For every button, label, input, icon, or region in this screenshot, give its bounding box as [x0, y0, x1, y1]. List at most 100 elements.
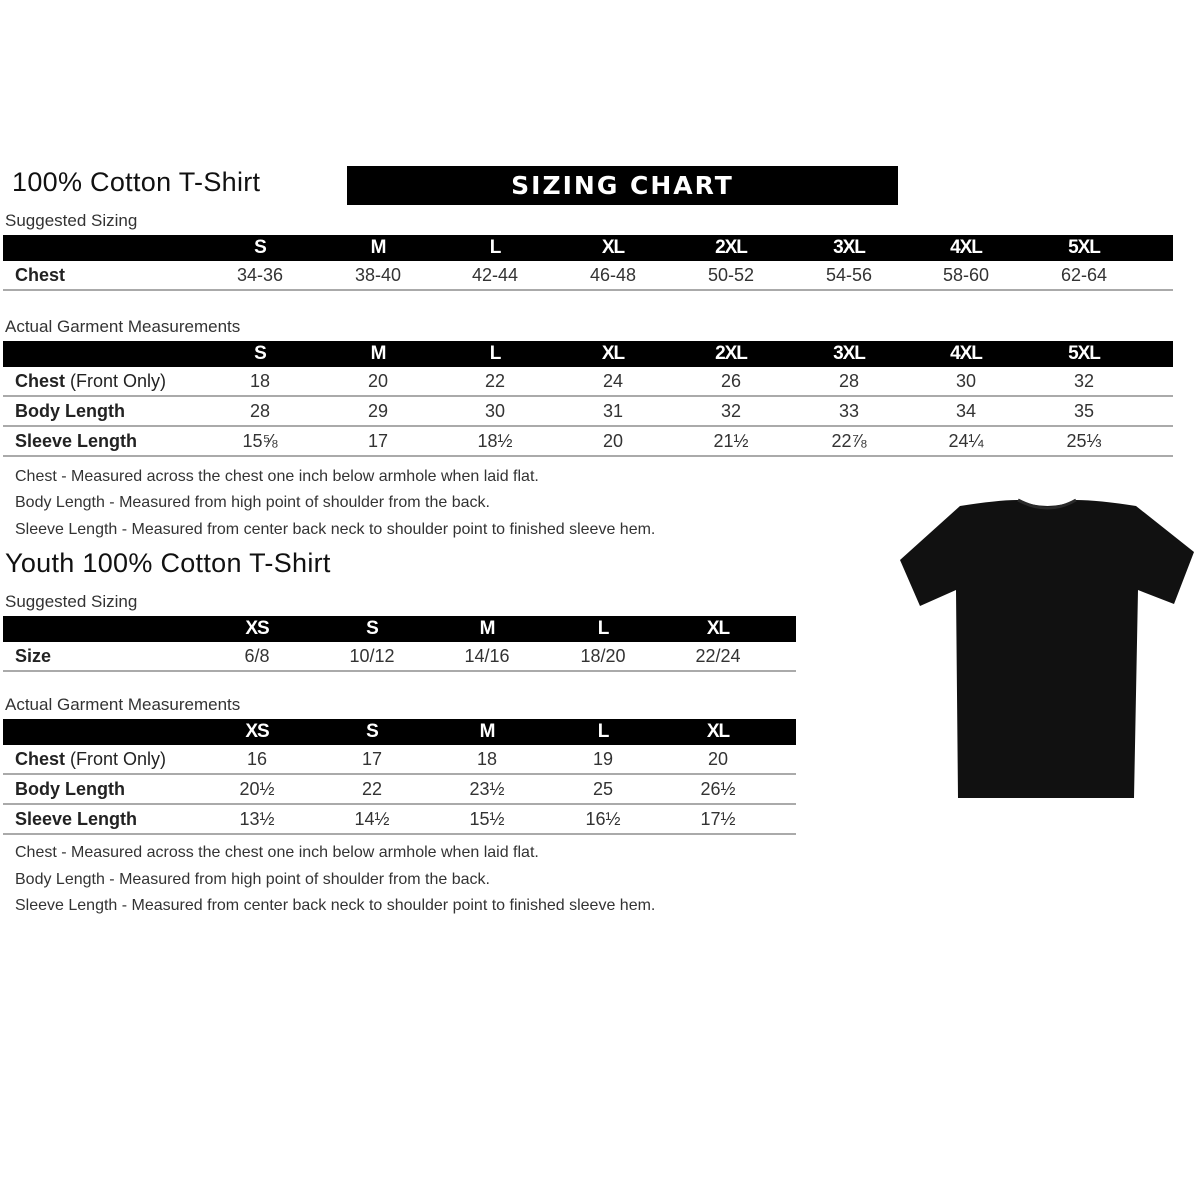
table-cell: 18½	[477, 431, 513, 451]
row-label-text: Chest	[15, 265, 66, 285]
table-cell: 50-52	[707, 265, 755, 285]
table-row: Body Length 20½ 22 23½ 25 26½	[3, 775, 796, 805]
adult-title: 100% Cotton T-Shirt	[12, 167, 261, 197]
table-cell: 42-44	[471, 265, 519, 285]
table-row: Chest 34-36 38-40 42-44 46-48 50-52 54-56 58-60…	[3, 261, 1173, 291]
table-cell: 28	[249, 401, 271, 421]
size-header: XS	[245, 618, 269, 639]
size-header: S	[366, 618, 379, 639]
row-label-text: Sleeve Length	[15, 809, 138, 829]
row-label: Sleeve Length	[15, 805, 137, 833]
black-tshirt-icon	[900, 498, 1194, 798]
table-cell: 22⅞	[831, 431, 867, 451]
table-cell: 20	[707, 749, 729, 769]
youth-suggested-table: XS S M L XL Size 6/8 10/12 14/16 18/20 22/24	[3, 616, 796, 672]
table-cell: 15½	[469, 809, 505, 829]
table-cell: 62-64	[1060, 265, 1108, 285]
table-cell: 17½	[700, 809, 736, 829]
table-cell: 34	[955, 401, 977, 421]
youth-title: Youth 100% Cotton T-Shirt	[5, 548, 331, 578]
table-cell: 32	[1073, 371, 1095, 391]
row-label-extra: (Front Only)	[65, 749, 167, 769]
table-cell: 15⅝	[242, 431, 278, 451]
table-cell: 6/8	[244, 646, 270, 666]
size-header: 3XL	[833, 343, 866, 364]
table-cell: 17	[367, 431, 389, 451]
size-header: 2XL	[715, 343, 748, 364]
row-label-text: Size	[15, 646, 52, 666]
size-header: 4XL	[950, 343, 983, 364]
table-cell: 30	[955, 371, 977, 391]
youth-suggested-label: Suggested Sizing	[5, 592, 138, 611]
size-header: L	[597, 721, 610, 742]
size-header: 4XL	[950, 237, 983, 258]
adult-actual-table: S M L XL 2XL 3XL 4XL 5XL Chest (Front Only) 18 20 2…	[3, 341, 1173, 457]
size-header: 3XL	[833, 237, 866, 258]
size-header: XL	[706, 618, 730, 639]
table-cell: 34-36	[236, 265, 284, 285]
row-label: Size	[15, 642, 51, 670]
table-cell: 25	[592, 779, 614, 799]
table-cell: 18	[476, 749, 498, 769]
table-row: Chest (Front Only) 16 17 18 19 20	[3, 745, 796, 775]
table-row: Sleeve Length 13½ 14½ 15½ 16½ 17½	[3, 805, 796, 835]
size-header-bar: XS S M L XL	[3, 719, 796, 745]
table-cell: 24¼	[948, 431, 984, 451]
adult-actual-label: Actual Garment Measurements	[5, 317, 241, 336]
table-row: Sleeve Length 15⅝ 17 18½ 20 21½ 22⅞ 24¼ 25⅓	[3, 427, 1173, 457]
size-header: XL	[706, 721, 730, 742]
row-label: Body Length	[15, 397, 125, 425]
size-header-bar: XS S M L XL	[3, 616, 796, 642]
size-header-bar: S M L XL 2XL 3XL 4XL 5XL	[3, 235, 1173, 261]
table-row: Size 6/8 10/12 14/16 18/20 22/24	[3, 642, 796, 672]
size-header-bar: S M L XL 2XL 3XL 4XL 5XL	[3, 341, 1173, 367]
table-cell: 14½	[354, 809, 390, 829]
adult-suggested-label: Suggested Sizing	[5, 211, 138, 230]
size-header: M	[479, 721, 496, 742]
youth-note: Body Length - Measured from high point o…	[15, 871, 490, 888]
table-row: Chest (Front Only) 18 20 22 24 26 28 30 32	[3, 367, 1173, 397]
size-header: S	[254, 343, 267, 364]
youth-note: Chest - Measured across the chest one in…	[15, 844, 539, 861]
row-label-extra: (Front Only)	[65, 371, 167, 391]
size-header: XL	[601, 343, 625, 364]
table-cell: 35	[1073, 401, 1095, 421]
table-cell: 30	[484, 401, 506, 421]
table-cell: 20½	[239, 779, 275, 799]
row-label-text: Body Length	[15, 401, 125, 421]
youth-actual-label: Actual Garment Measurements	[5, 695, 241, 714]
table-cell: 32	[720, 401, 742, 421]
youth-note: Sleeve Length - Measured from center bac…	[15, 897, 656, 914]
sizing-chart-banner: SIZING CHART	[347, 166, 898, 205]
size-header: L	[489, 343, 502, 364]
table-cell: 13½	[239, 809, 275, 829]
size-header: M	[370, 343, 387, 364]
table-cell: 18	[249, 371, 271, 391]
table-cell: 25⅓	[1066, 431, 1102, 451]
table-cell: 21½	[713, 431, 749, 451]
row-label-text: Body Length	[15, 779, 125, 799]
row-label-text: Chest	[15, 371, 66, 391]
table-cell: 22	[361, 779, 383, 799]
table-cell: 16½	[585, 809, 621, 829]
table-cell: 17	[361, 749, 383, 769]
size-header: 5XL	[1068, 237, 1101, 258]
table-cell: 16	[246, 749, 268, 769]
size-header: M	[479, 618, 496, 639]
size-header: S	[366, 721, 379, 742]
table-cell: 23½	[469, 779, 505, 799]
size-header: XS	[245, 721, 269, 742]
table-cell: 26	[720, 371, 742, 391]
size-header: L	[489, 237, 502, 258]
table-cell: 19	[592, 749, 614, 769]
row-label: Chest	[15, 261, 65, 289]
table-cell: 18/20	[580, 646, 626, 666]
adult-note: Chest - Measured across the chest one in…	[15, 468, 539, 485]
size-header: 2XL	[715, 237, 748, 258]
youth-actual-table: XS S M L XL Chest (Front Only) 16 17 18 19 20 Body …	[3, 719, 796, 835]
table-cell: 10/12	[349, 646, 395, 666]
row-label: Chest (Front Only)	[15, 367, 166, 395]
table-cell: 22	[484, 371, 506, 391]
row-label-text: Sleeve Length	[15, 431, 138, 451]
